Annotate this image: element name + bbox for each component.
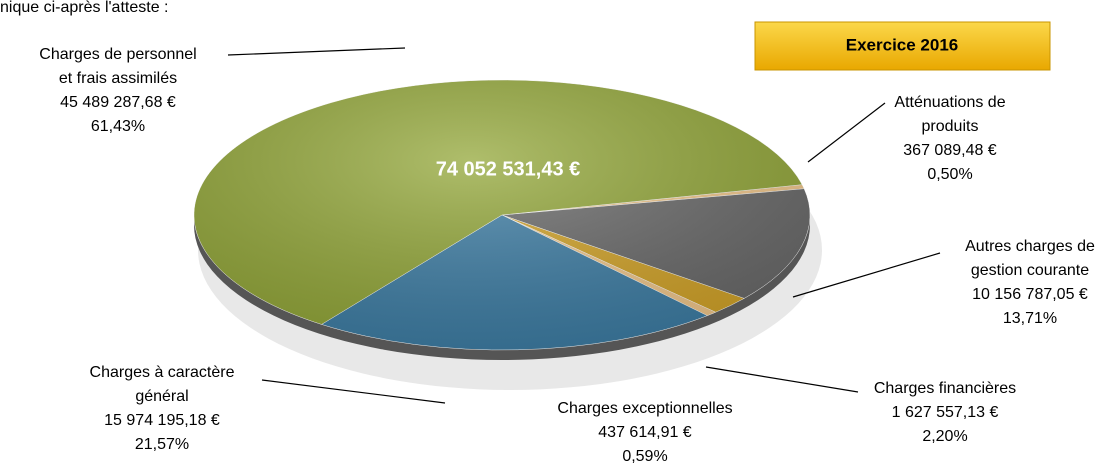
category-label: Autres charges de gestion courante <box>965 238 1095 279</box>
amount-label: 367 089,48 € <box>903 142 997 159</box>
category-label: Atténuations de produits <box>894 94 1005 135</box>
subtitle: Exercice 2016 <box>846 35 959 54</box>
total-label: 74 052 531,43 € <box>436 158 581 180</box>
amount-label: 437 614,91 € <box>598 424 692 441</box>
amount-label: 1 627 557,13 € <box>892 404 999 421</box>
value-label: 0,59% <box>622 448 667 465</box>
intro-text: nique ci-après l'atteste : <box>0 0 168 16</box>
category-label: Charges de personnel et frais assimilés <box>39 46 196 87</box>
subtitle-box <box>754 21 1051 71</box>
leader-line <box>261 379 446 404</box>
leader-line <box>705 366 859 393</box>
category-label: Charges exceptionnelles <box>557 400 732 417</box>
leader-line <box>227 47 406 56</box>
category-label: Charges financières <box>874 380 1016 397</box>
amount-label: 15 974 195,18 € <box>104 412 220 429</box>
leader-line <box>807 102 886 163</box>
amount-label: 10 156 787,05 € <box>972 286 1088 303</box>
value-label: 0,50% <box>927 166 972 183</box>
amount-label: 45 489 287,68 € <box>60 94 176 111</box>
category-label: Charges à caractère général <box>90 364 235 405</box>
leader-line <box>792 252 941 298</box>
value-label: 61,43% <box>91 118 145 135</box>
value-label: 2,20% <box>922 428 967 445</box>
value-label: 21,57% <box>135 436 189 453</box>
value-label: 13,71% <box>1003 310 1057 327</box>
